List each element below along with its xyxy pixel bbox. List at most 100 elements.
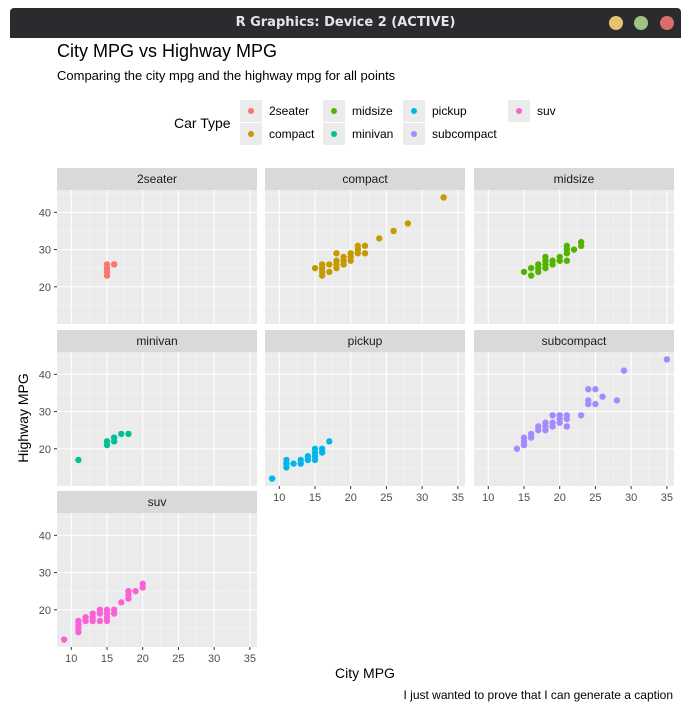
data-point-compact [376, 235, 383, 242]
legend-label-2seater: 2seater [269, 104, 309, 118]
data-point-compact [404, 220, 412, 227]
data-point-minivan [75, 456, 82, 464]
data-point-subcompact [563, 412, 571, 419]
data-point-subcompact [599, 393, 606, 400]
data-point-midsize [556, 253, 563, 261]
data-point-subcompact [556, 412, 563, 419]
data-point-pickup [326, 438, 333, 445]
data-point-pickup [290, 460, 297, 467]
facet-pickup: pickup 10 15 20 25 30 35 [265, 330, 465, 504]
facet-midsize: midsize [474, 168, 674, 324]
x-tick-label: 15 [518, 492, 530, 504]
facet-panels: 2seater 20 30 40 compact midsize minivan 20 30 40… [39, 168, 674, 665]
data-point-compact [347, 250, 354, 257]
data-point-subcompact [513, 445, 521, 452]
legend-key-compact [248, 131, 254, 137]
facet-suv: suv 20 30 40 10 15 20 25 30 35 [39, 491, 257, 665]
data-point-subcompact [520, 434, 528, 441]
x-tick-label: 25 [589, 492, 601, 504]
facet-strip [474, 168, 674, 190]
x-tick-label: 20 [137, 653, 149, 665]
data-point-midsize [527, 264, 535, 272]
facet-strip-label: minivan [136, 334, 177, 348]
data-point-subcompact [542, 419, 549, 426]
data-point-subcompact [620, 367, 628, 374]
legend-item-minivan: minivan [323, 123, 393, 145]
x-tick-label: 20 [554, 492, 566, 504]
legend-item-subcompact: subcompact [403, 123, 497, 145]
y-tick-label: 30 [39, 407, 51, 419]
legend-key-pickup [411, 108, 417, 114]
y-tick-label: 40 [39, 207, 51, 219]
y-tick-label: 20 [39, 605, 51, 617]
legend-item-2seater: 2seater [240, 100, 309, 122]
legend: 2seater compact midsize minivan pickup subcom… [240, 100, 556, 145]
data-point-midsize [570, 246, 578, 253]
data-point-compact [326, 261, 333, 268]
x-tick-label: 20 [345, 492, 357, 504]
window-titlebar[interactable]: R Graphics: Device 2 (ACTIVE) [10, 8, 681, 38]
data-point-2seater [110, 261, 118, 268]
data-point-minivan [125, 430, 132, 438]
x-tick-label: 35 [452, 492, 464, 504]
facet-strip [57, 491, 257, 513]
data-point-compact [361, 250, 369, 257]
y-tick-label: 30 [39, 245, 51, 257]
legend-label-subcompact: subcompact [432, 127, 497, 141]
x-tick-label: 30 [208, 653, 220, 665]
data-point-midsize [535, 261, 542, 268]
data-point-pickup [297, 456, 304, 464]
data-point-compact [361, 242, 369, 250]
facet-strip-label: subcompact [542, 334, 607, 348]
panel-background [57, 352, 257, 486]
facet-strip-label: 2seater [137, 172, 177, 186]
facet-strip [57, 168, 257, 190]
legend-key-midsize [331, 108, 337, 114]
data-point-subcompact [549, 419, 556, 426]
maximize-button[interactable] [634, 16, 648, 30]
facet-minivan: minivan 20 30 40 [39, 330, 257, 486]
x-tick-label: 25 [380, 492, 392, 504]
panel-background [265, 190, 465, 324]
y-axis-label: Highway MPG [15, 373, 31, 462]
x-tick-label: 15 [101, 653, 113, 665]
data-point-pickup [311, 445, 319, 452]
legend-item-compact: compact [240, 123, 315, 145]
data-point-suv [60, 636, 68, 643]
data-point-suv [103, 606, 111, 613]
facet-strip [474, 330, 674, 352]
x-tick-label: 35 [661, 492, 673, 504]
data-point-suv [118, 599, 125, 606]
facet-strip [265, 168, 465, 190]
data-point-compact [440, 194, 447, 201]
chart-subtitle: Comparing the city mpg and the highway m… [57, 68, 396, 83]
data-point-subcompact [563, 423, 571, 430]
legend-label-midsize: midsize [352, 104, 393, 118]
y-tick-label: 20 [39, 282, 51, 294]
x-tick-label: 30 [625, 492, 637, 504]
chart-title: City MPG vs Highway MPG [57, 41, 277, 61]
data-point-subcompact [585, 386, 592, 393]
data-point-suv [75, 617, 82, 625]
data-point-midsize [520, 268, 528, 276]
panel-background [474, 190, 674, 324]
facet-strip-label: pickup [348, 334, 383, 348]
data-point-suv [110, 606, 118, 613]
data-point-subcompact [592, 400, 599, 408]
x-tick-label: 15 [309, 492, 321, 504]
data-point-midsize [563, 257, 571, 264]
data-point-suv [89, 610, 96, 617]
data-point-compact [340, 253, 347, 261]
data-point-pickup [268, 475, 276, 482]
close-button[interactable] [660, 16, 674, 30]
data-point-subcompact [527, 430, 535, 438]
legend-key-subcompact [411, 131, 417, 137]
data-point-compact [333, 250, 340, 257]
minimize-button[interactable] [609, 16, 623, 30]
data-point-subcompact [663, 356, 671, 363]
x-tick-label: 10 [482, 492, 494, 504]
x-tick-label: 30 [416, 492, 428, 504]
data-point-2seater [103, 261, 111, 268]
facet-strip [265, 330, 465, 352]
